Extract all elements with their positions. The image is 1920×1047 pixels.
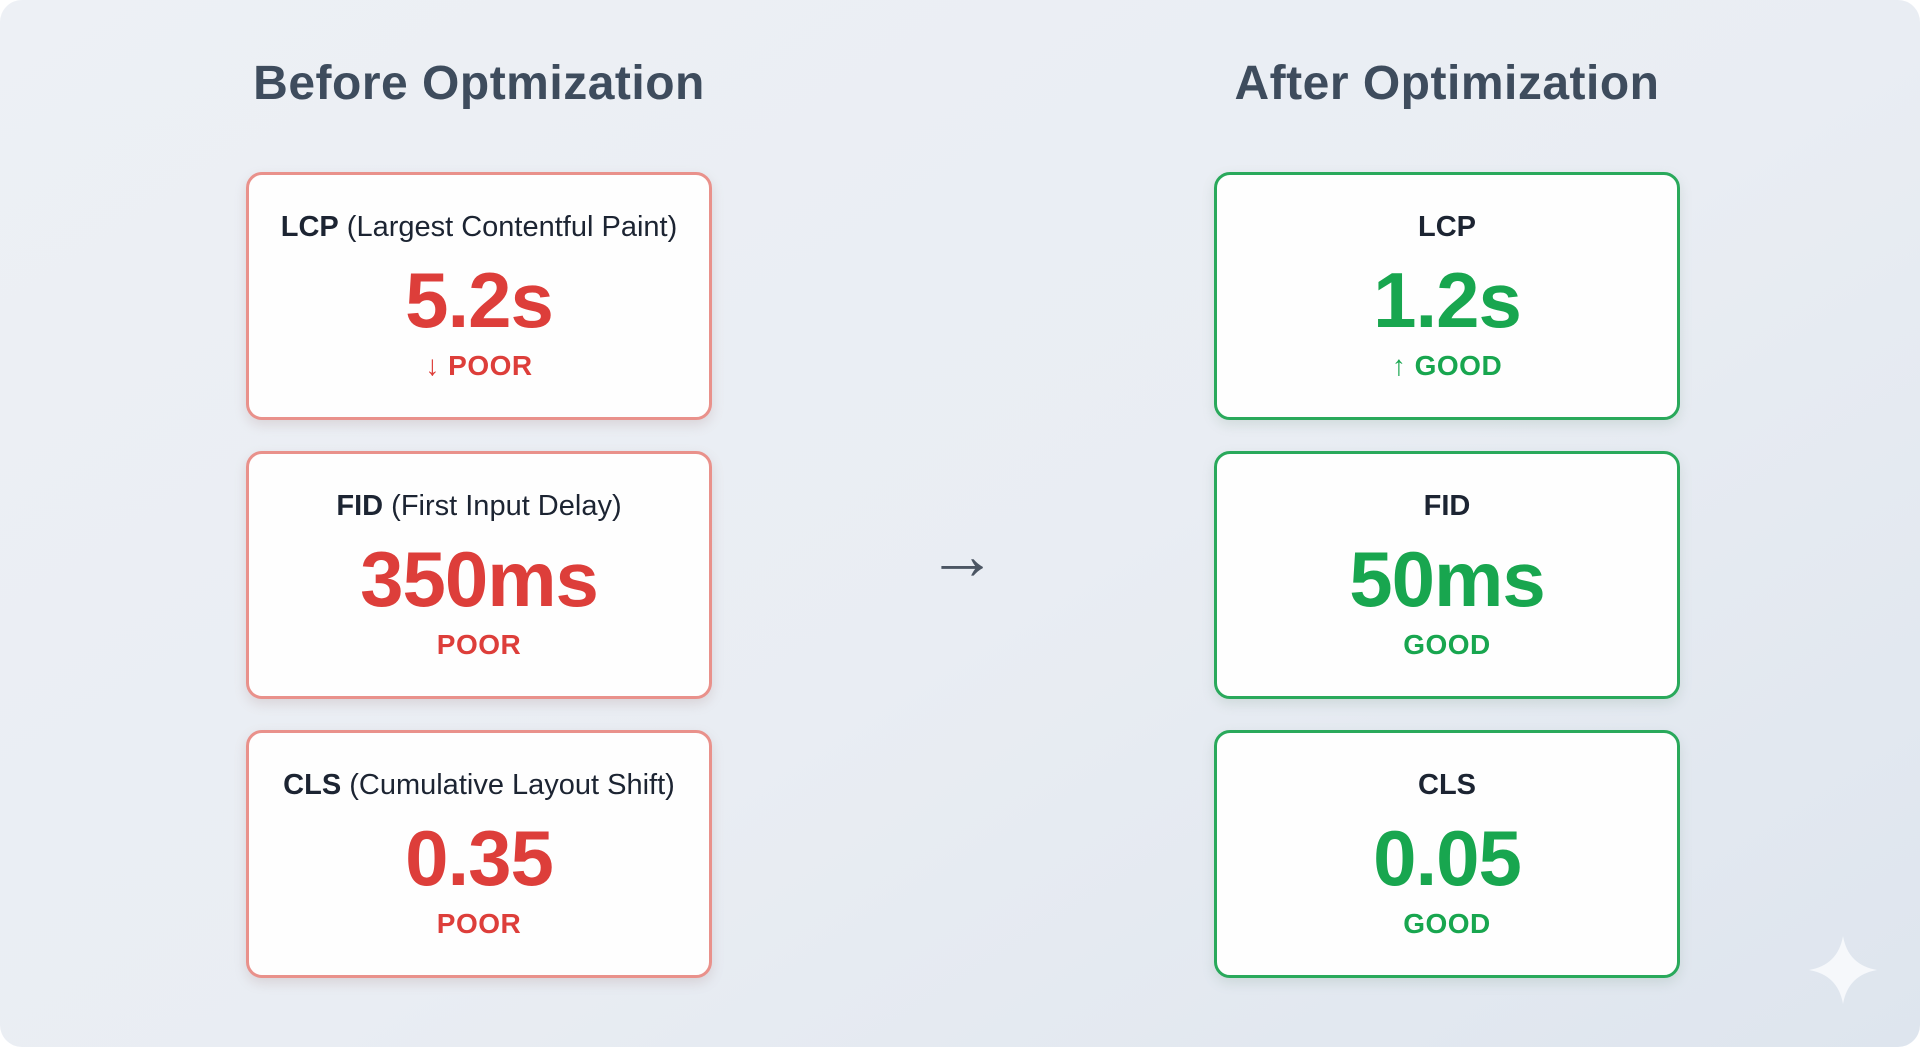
metric-card-after-lcp: LCP 1.2s ↑ GOOD xyxy=(1214,172,1680,420)
metric-full-name: (Largest Contentful Paint) xyxy=(338,211,678,244)
status-badge: ↑ GOOD xyxy=(1391,349,1503,381)
metric-value: 50ms xyxy=(1349,534,1545,623)
metric-label: FID (First Input Delay) xyxy=(336,489,621,524)
metric-card-before-lcp: LCP (Largest Contentful Paint) 5.2s ↓ PO… xyxy=(246,172,712,420)
after-column-title: After Optimization xyxy=(1234,57,1660,110)
status-badge: ↓ POOR xyxy=(425,349,533,381)
metric-label: FID xyxy=(1424,489,1471,524)
before-column-title: Before Optmization xyxy=(253,57,705,110)
metric-value: 350ms xyxy=(360,534,599,623)
metric-card-after-fid: FID 50ms GOOD xyxy=(1214,451,1680,699)
after-column: LCP 1.2s ↑ GOOD FID 50ms GOOD CLS 0.05 G… xyxy=(1214,172,1680,978)
metric-label: CLS xyxy=(1418,768,1476,803)
metric-value: 5.2s xyxy=(405,255,554,344)
status-badge: POOR xyxy=(436,907,522,939)
metric-card-before-cls: CLS (Cumulative Layout Shift) 0.35 POOR xyxy=(246,730,712,978)
metric-abbr: LCP xyxy=(280,211,339,244)
metric-label: LCP (Largest Contentful Paint) xyxy=(281,210,678,245)
metric-value: 0.35 xyxy=(405,813,554,902)
metric-abbr: FID xyxy=(336,490,384,523)
metric-value: 0.05 xyxy=(1373,813,1522,902)
metric-card-after-cls: CLS 0.05 GOOD xyxy=(1214,730,1680,978)
right-arrow-icon: → xyxy=(927,516,997,594)
metric-full-name: (Cumulative Layout Shift) xyxy=(341,769,675,802)
status-badge: POOR xyxy=(436,628,522,660)
status-badge: GOOD xyxy=(1403,628,1491,660)
metric-abbr: CLS xyxy=(1418,769,1476,802)
metric-full-name: (First Input Delay) xyxy=(383,490,622,523)
metric-abbr: FID xyxy=(1423,490,1471,523)
metric-value: 1.2s xyxy=(1373,255,1522,344)
metric-card-before-fid: FID (First Input Delay) 350ms POOR xyxy=(246,451,712,699)
status-badge: GOOD xyxy=(1403,907,1491,939)
metric-label: LCP xyxy=(1418,210,1476,245)
metric-label: CLS (Cumulative Layout Shift) xyxy=(283,768,675,803)
metric-abbr: CLS xyxy=(283,769,342,802)
before-column: LCP (Largest Contentful Paint) 5.2s ↓ PO… xyxy=(246,172,712,978)
sparkle-icon xyxy=(1809,936,1877,1004)
metric-abbr: LCP xyxy=(1418,211,1476,244)
